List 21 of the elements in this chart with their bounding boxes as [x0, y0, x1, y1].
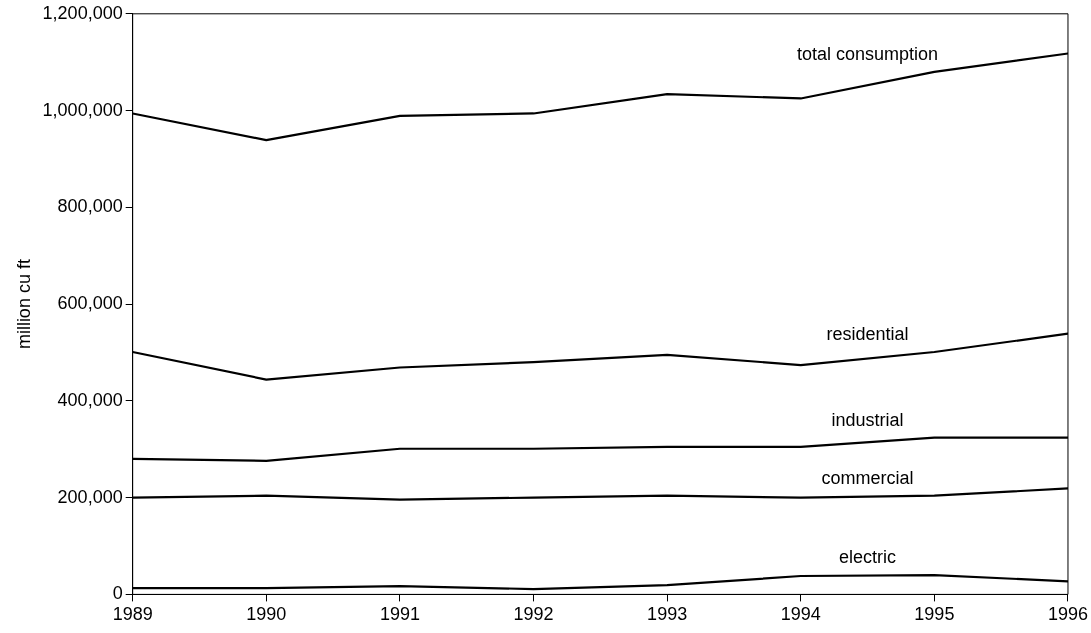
y-tick-label: 200,000	[57, 486, 123, 507]
y-tick-label: 800,000	[57, 196, 123, 217]
x-tick-label: 1995	[914, 604, 955, 625]
x-tick-label: 1993	[647, 604, 688, 625]
x-tick-label: 1994	[780, 604, 821, 625]
series-label: residential	[826, 323, 909, 344]
x-tick-label: 1992	[513, 604, 554, 625]
y-tick-label: 1,000,000	[42, 99, 123, 120]
series-label: electric	[839, 547, 897, 568]
x-tick-label: 1991	[379, 604, 420, 625]
y-tick-label: 1,200,000	[42, 2, 123, 23]
x-tick-label: 1996	[1047, 604, 1088, 625]
y-tick-label: 600,000	[57, 293, 123, 314]
series-label: commercial	[821, 467, 914, 488]
y-axis-title: million cu ft	[13, 259, 34, 350]
x-tick-label: 1990	[246, 604, 287, 625]
y-tick-label: 0	[112, 583, 123, 604]
y-tick-label: 400,000	[57, 389, 123, 410]
x-tick-label: 1989	[112, 604, 153, 625]
series-label: industrial	[831, 409, 904, 430]
series-label: total consumption	[797, 43, 939, 64]
